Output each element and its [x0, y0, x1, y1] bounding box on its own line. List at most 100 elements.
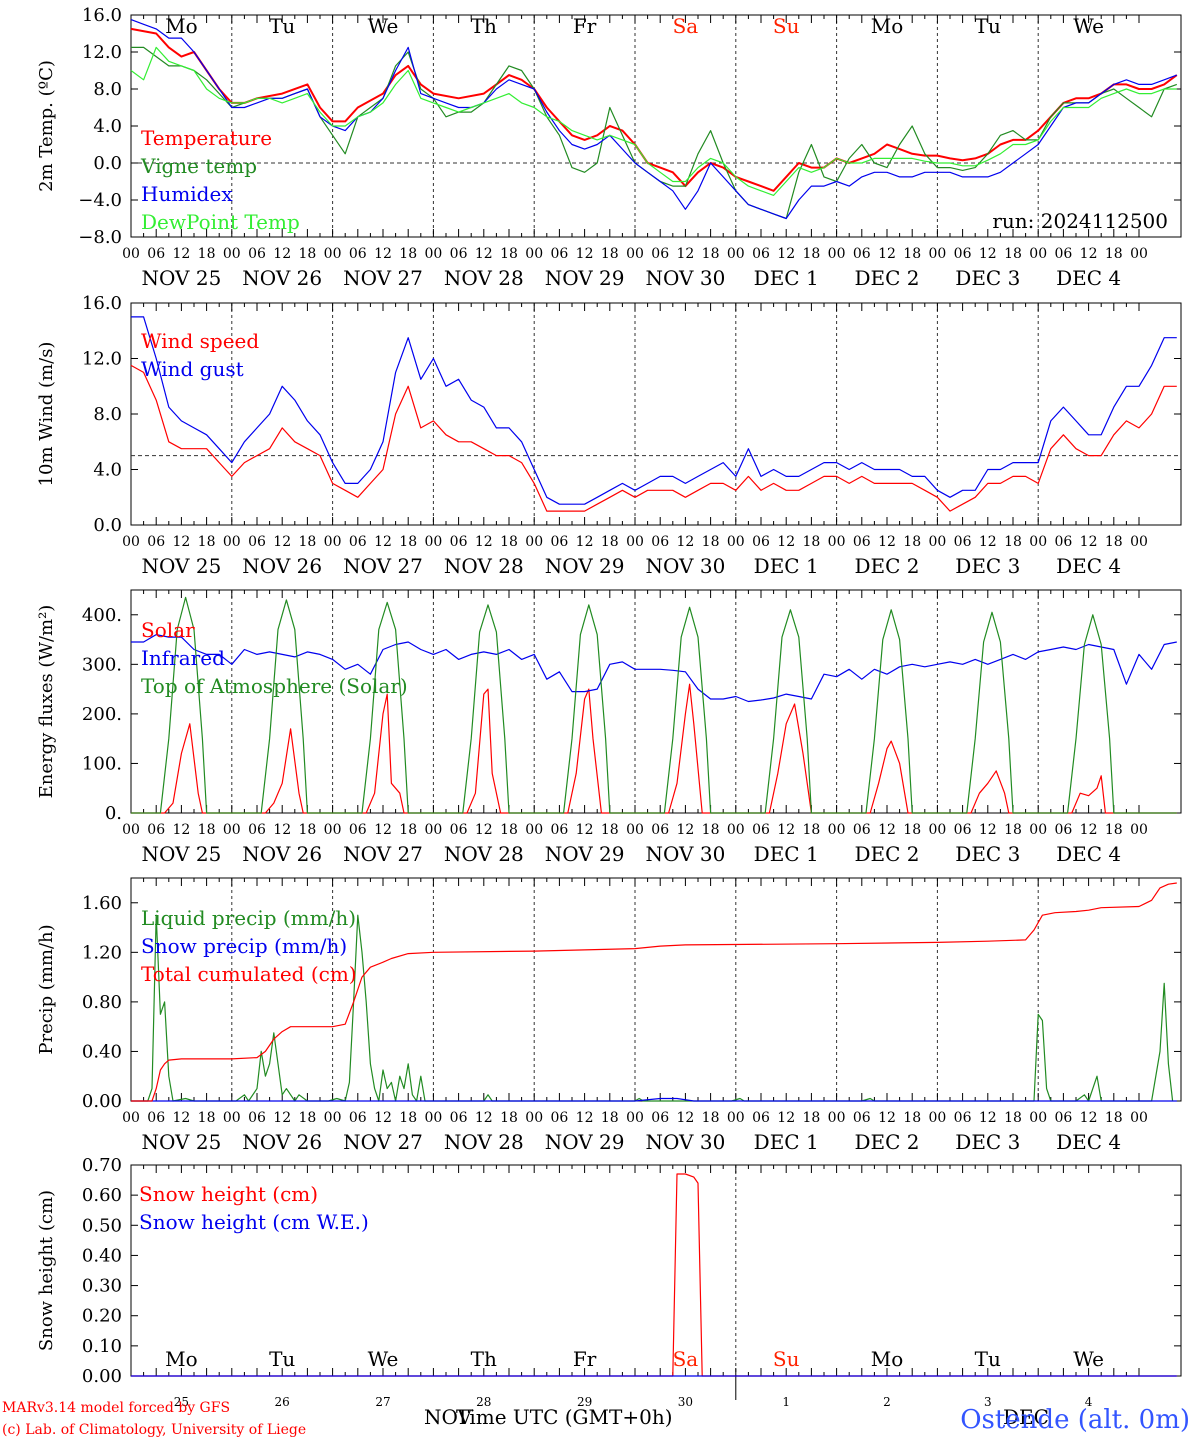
y-tick-label: 0.40 [82, 1041, 122, 1062]
hour-tick-label: 00 [324, 1110, 342, 1126]
legend-entry: Vigne temp [140, 154, 257, 178]
hour-tick-label: 18 [802, 822, 820, 838]
hour-tick-label: 06 [651, 822, 669, 838]
day-of-week-label: We [368, 14, 399, 38]
hour-tick-label: 00 [1029, 246, 1047, 262]
hour-tick-label: 12 [273, 534, 291, 550]
date-label: NOV 29 [545, 842, 625, 866]
date-label: DEC 1 [754, 842, 819, 866]
date-label: NOV 28 [444, 266, 524, 290]
hour-tick-label: 00 [122, 534, 140, 550]
day-of-week-label: Th [471, 1347, 497, 1371]
hour-tick-label: 00 [525, 1110, 543, 1126]
y-axis-title: 2m Temp. (ºC) [36, 60, 57, 192]
hour-tick-label: 18 [198, 822, 216, 838]
day-number-label: 29 [577, 1395, 592, 1409]
hour-tick-label: 12 [777, 1110, 795, 1126]
hour-tick-label: 06 [752, 534, 770, 550]
hour-tick-label: 00 [928, 246, 946, 262]
y-tick-label: 12.0 [82, 349, 122, 370]
series-line-top-of-atmosphere-solar- [131, 596, 1177, 814]
y-tick-label: 0. [105, 803, 122, 824]
day-of-week-label: Th [471, 14, 497, 38]
hour-tick-label: 18 [702, 246, 720, 262]
hour-tick-label: 00 [928, 1110, 946, 1126]
hour-tick-label: 00 [525, 534, 543, 550]
series-line-vigne-temp [131, 46, 1178, 220]
hour-tick-label: 18 [1004, 1110, 1022, 1126]
panel-4: 1.60 1.20 0.80 0.40 0.00 Precip (mm/h) 00 06 12 1… [36, 877, 1182, 1154]
hour-tick-label: 06 [349, 1110, 367, 1126]
hour-tick-label: 00 [626, 246, 644, 262]
hour-tick-label: 00 [424, 1110, 442, 1126]
hour-tick-label: 00 [324, 822, 342, 838]
x-axis-title: Time UTC (GMT+0h) [456, 1405, 673, 1429]
day-of-week-label: Sa [673, 14, 699, 38]
hour-tick-label: 12 [1080, 822, 1098, 838]
hour-tick-label: 00 [1029, 822, 1047, 838]
hour-tick-label: 18 [198, 534, 216, 550]
hour-tick-label: 06 [147, 534, 165, 550]
hour-tick-label: 12 [576, 534, 594, 550]
panel-frame [130, 14, 1182, 238]
hour-tick-label: 06 [450, 822, 468, 838]
hour-tick-label: 00 [1130, 534, 1148, 550]
hour-tick-label: 06 [853, 534, 871, 550]
hour-tick-label: 18 [1004, 246, 1022, 262]
hour-tick-label: 12 [273, 246, 291, 262]
hour-tick-label: 06 [550, 822, 568, 838]
hour-tick-label: 12 [172, 246, 190, 262]
hour-tick-label: 18 [702, 822, 720, 838]
hour-tick-label: 06 [349, 534, 367, 550]
hour-tick-label: 18 [399, 246, 417, 262]
day-of-week-label: Mo [871, 1347, 904, 1371]
y-tick-label: 16.0 [82, 293, 122, 314]
date-label: NOV 30 [646, 842, 726, 866]
legend-entry: Solar [141, 618, 195, 642]
hour-tick-label: 00 [424, 822, 442, 838]
y-axis-title: 10m Wind (m/s) [36, 342, 57, 487]
series-line-dewpoint-temp [130, 46, 1177, 196]
hour-tick-label: 12 [172, 1110, 190, 1126]
hour-tick-label: 18 [1105, 246, 1123, 262]
hour-tick-label: 00 [223, 246, 241, 262]
hour-tick-label: 18 [903, 246, 921, 262]
date-label: NOV 29 [545, 1130, 625, 1154]
legend-entry: DewPoint Temp [141, 210, 300, 234]
day-of-week-label: Mo [165, 14, 198, 38]
hour-tick-label: 00 [122, 1110, 140, 1126]
day-number-label: 1 [782, 1395, 790, 1409]
hour-tick-label: 06 [550, 246, 568, 262]
day-number-label: 3 [984, 1395, 992, 1409]
y-axis-title: Energy fluxes (W/m²) [36, 605, 57, 799]
hour-tick-label: 00 [928, 534, 946, 550]
hour-tick-label: 12 [374, 822, 392, 838]
hour-tick-label: 12 [878, 822, 896, 838]
hour-tick-label: 18 [198, 1110, 216, 1126]
hour-tick-label: 18 [399, 822, 417, 838]
date-label: NOV 28 [444, 554, 524, 578]
hour-tick-label: 00 [828, 822, 846, 838]
y-tick-label: 1.20 [82, 942, 122, 963]
hour-tick-label: 00 [324, 534, 342, 550]
hour-tick-label: 06 [550, 1110, 568, 1126]
y-tick-label: 400. [82, 605, 122, 626]
y-tick-label: 8.0 [93, 79, 122, 100]
date-label: DEC 4 [1056, 554, 1121, 578]
hour-tick-label: 18 [500, 1110, 518, 1126]
day-of-week-label: Tu [975, 14, 1001, 38]
series-line-wind-gust [131, 316, 1177, 505]
hour-tick-label: 12 [878, 246, 896, 262]
hour-tick-label: 00 [727, 822, 745, 838]
hour-tick-label: 18 [198, 246, 216, 262]
hour-tick-label: 00 [122, 822, 140, 838]
hour-tick-label: 06 [954, 534, 972, 550]
date-label: DEC 3 [955, 554, 1020, 578]
hour-tick-label: 12 [878, 534, 896, 550]
date-label: DEC 4 [1056, 266, 1121, 290]
hour-tick-label: 00 [1130, 822, 1148, 838]
hour-tick-label: 06 [147, 246, 165, 262]
legend-entry: Total cumulated (cm) [141, 962, 357, 986]
month-left-label: NOV [424, 1405, 473, 1429]
hour-tick-label: 18 [399, 534, 417, 550]
